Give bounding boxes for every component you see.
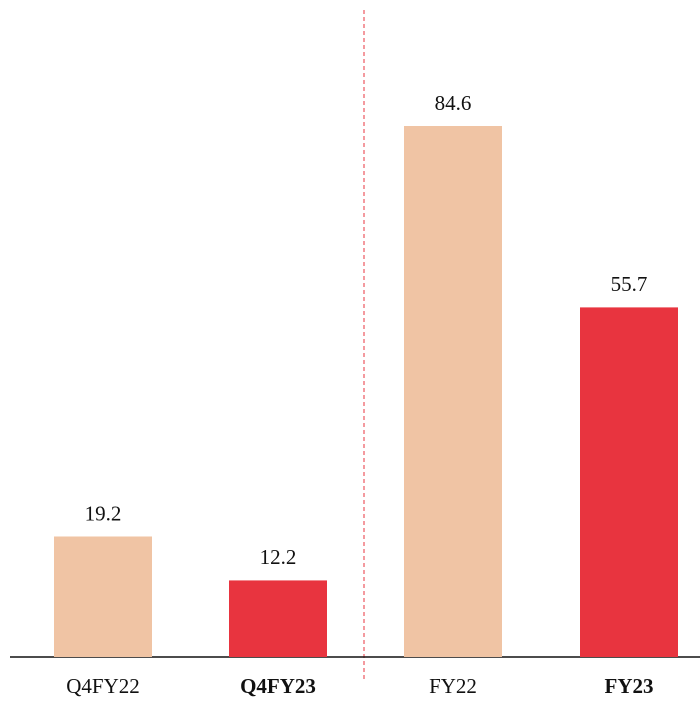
value-label: 12.2 xyxy=(260,545,297,569)
bar xyxy=(404,126,502,657)
bar xyxy=(229,580,327,657)
value-label: 84.6 xyxy=(435,91,472,115)
value-label: 19.2 xyxy=(85,501,122,525)
x-tick-label: FY23 xyxy=(605,674,654,698)
bar xyxy=(54,536,152,657)
x-tick-label: FY22 xyxy=(429,674,477,698)
bar xyxy=(580,307,678,657)
value-label: 55.7 xyxy=(611,272,648,296)
x-tick-label: Q4FY23 xyxy=(240,674,316,698)
x-tick-label: Q4FY22 xyxy=(66,674,140,698)
